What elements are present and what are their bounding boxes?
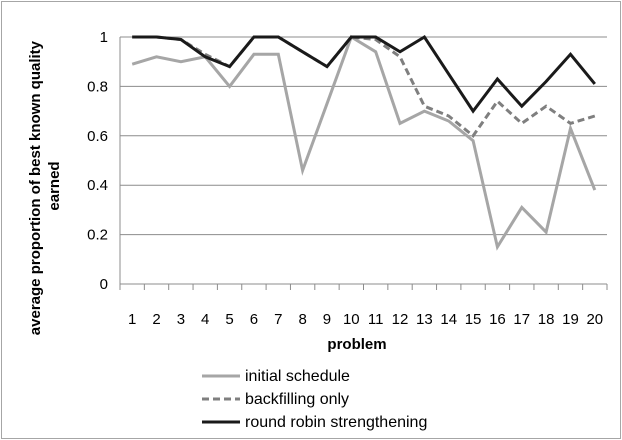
x-tick-label: 17 (513, 311, 530, 328)
x-tick-label: 14 (440, 311, 457, 328)
series-line-2 (132, 35, 596, 138)
y-axis-title-line-1: average proportion of best known quality (27, 40, 44, 335)
y-axis-title-line-2: earned (46, 161, 63, 210)
x-tick-label: 11 (368, 311, 384, 328)
x-tick-label: 1 (128, 311, 136, 328)
x-tick-label: 12 (392, 311, 409, 328)
series-line-3 (132, 34, 596, 114)
x-tick-label: 4 (201, 311, 209, 328)
legend-label-2: backfilling only (245, 391, 349, 408)
x-tick-label: 15 (465, 311, 482, 328)
y-tick-label: 0 (100, 276, 108, 293)
x-tick-label: 6 (250, 311, 258, 328)
legend-label-3: round robin strengthening (245, 414, 427, 431)
gridlines (119, 36, 608, 290)
x-tick-label: 18 (538, 311, 555, 328)
x-tick-label: 8 (298, 311, 306, 328)
x-axis-tick-labels: 1 2 3 4 5 6 7 8 9 10 11 12 13 14 15 16 17 18 19 20 (128, 311, 603, 328)
x-tick-label: 2 (152, 311, 160, 328)
x-axis-title: problem (327, 336, 386, 353)
series-lines (131, 34, 597, 251)
y-tick-label: 1 (100, 29, 108, 46)
x-tick-label: 16 (489, 311, 506, 328)
x-tick-label: 5 (225, 311, 233, 328)
x-tick-label: 20 (586, 311, 603, 328)
y-tick-label: 0.6 (87, 128, 108, 145)
series-line-1 (131, 34, 597, 251)
y-axis-tick-labels: 0 0.2 0.4 0.6 0.8 1 (87, 29, 108, 293)
x-tick-label: 19 (562, 311, 579, 328)
y-tick-label: 0.4 (87, 177, 108, 194)
x-tick-label: 3 (177, 311, 185, 328)
x-tick-label: 9 (323, 311, 331, 328)
legend-label-1: initial schedule (245, 368, 350, 385)
legend: initial schedule backfilling only round ro… (202, 368, 427, 431)
x-tick-label: 10 (343, 311, 360, 328)
x-tick-label: 13 (416, 311, 433, 328)
y-tick-label: 0.2 (87, 227, 108, 244)
y-tick-label: 0.8 (87, 78, 108, 95)
x-tick-label: 7 (274, 311, 282, 328)
y-axis-title: average proportion of best known quality… (27, 37, 63, 335)
